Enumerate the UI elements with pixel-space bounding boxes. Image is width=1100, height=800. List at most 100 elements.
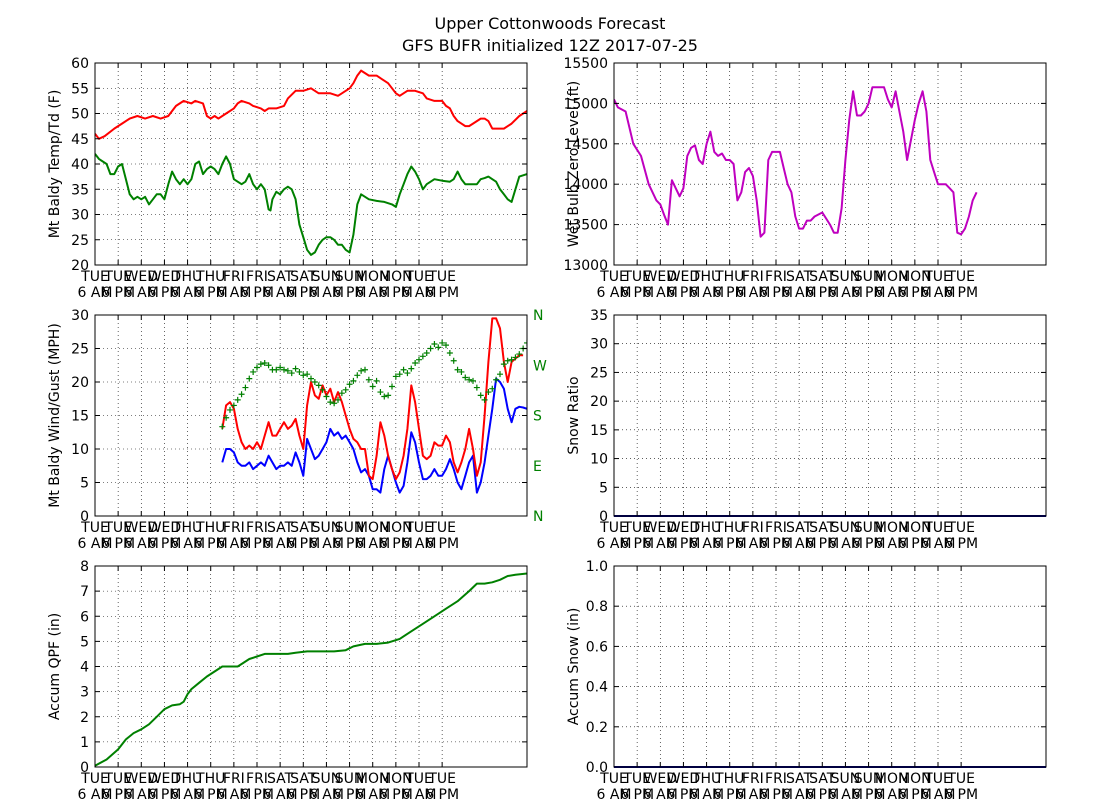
direction-marker [288, 370, 295, 377]
x-tick-label-time: 6 PM [286, 787, 320, 800]
x-tick-label-time: 6 PM [620, 285, 654, 301]
x-tick-label-day: SUN [831, 269, 861, 285]
x-tick-label-day: TUE [427, 520, 456, 536]
x-tick-label-time: 6 PM [194, 285, 228, 301]
y-axis-label: Wet Bulb Zero Level (ft) [566, 81, 582, 247]
x-tick-label-time: 6 AM [920, 285, 955, 301]
series-group [614, 86, 978, 238]
y-tick-label: 0.4 [586, 680, 608, 696]
series-dewpoint [95, 153, 527, 256]
direction-marker [497, 371, 503, 378]
y-tick-label: 7 [80, 584, 89, 600]
chart-subtitle: GFS BUFR initialized 12Z 2017-07-25 [402, 36, 698, 55]
series-direction [219, 339, 527, 430]
y-axis: 13000 13500 14000 14500 15000 15500 [563, 56, 1046, 274]
direction-marker [300, 372, 307, 379]
x-tick-label-day: SUN [831, 771, 861, 787]
y-tick-label: 1 [80, 735, 89, 751]
x-tick-label-time: 6 AM [874, 285, 909, 301]
direction-label: S [533, 409, 542, 425]
x-tick-label-day: SAT [786, 520, 813, 536]
right-axis: N E S W N [533, 308, 547, 525]
x-tick-label-day: SAT [809, 771, 836, 787]
x-tick-label-day: WED [148, 771, 181, 787]
direction-marker [277, 364, 284, 371]
x-tick-label-time: 6 PM [852, 787, 886, 800]
direction-marker [470, 377, 476, 384]
direction-marker [458, 368, 465, 375]
direction-marker [358, 367, 365, 374]
direction-marker [381, 393, 388, 400]
x-tick-label-time: 6 AM [643, 536, 678, 552]
series-group [95, 572, 527, 767]
x-tick-label-day: SAT [809, 520, 836, 536]
x-tick-label-day: SUN [854, 771, 884, 787]
x-tick-label-time: 6 PM [759, 285, 793, 301]
x-tick-label-day: THU [172, 269, 202, 285]
x-tick-label-day: SAT [267, 269, 294, 285]
x-tick-label-time: 6 PM [425, 787, 459, 800]
x-tick-label-time: 6 AM [643, 787, 678, 800]
x-tick-label-time: 6 AM [920, 787, 955, 800]
x-tick-label-day: TUE [946, 520, 975, 536]
x-tick-label-day: TUE [599, 771, 628, 787]
direction-label: N [533, 509, 543, 525]
direction-marker [396, 371, 403, 378]
x-tick-label-day: FRI [765, 269, 787, 285]
x-tick-label-time: 6 AM [216, 787, 251, 800]
direction-marker [504, 357, 511, 364]
direction-marker [273, 366, 280, 373]
x-tick-label-time: 6 PM [944, 787, 978, 800]
direction-marker [512, 354, 519, 361]
y-tick-label: 20 [590, 394, 608, 410]
y-tick-label: 15000 [563, 96, 608, 112]
x-tick-label-day: THU [714, 771, 744, 787]
panel-temp-dewpoint: 20 25 30 35 40 45 50 55 60 Mt Baldy Temp/Td (F) TU… [47, 56, 528, 301]
x-tick-label-time: 6 AM [309, 285, 344, 301]
y-tick-label: 5 [80, 634, 89, 650]
x-tick-label-time: 6 AM [401, 285, 436, 301]
y-tick-label: 30 [71, 208, 89, 224]
x-tick-label-time: 6 AM [828, 536, 863, 552]
x-tick-label-time: 6 PM [944, 536, 978, 552]
x-tick-label-day: FRI [246, 269, 268, 285]
x-tick-label-day: THU [172, 771, 202, 787]
x-tick-label-day: TUE [923, 520, 952, 536]
y-tick-label: 60 [71, 56, 89, 72]
x-tick-label-time: 6 AM [263, 536, 298, 552]
direction-label: N [533, 308, 543, 324]
y-axis-label: Mt Baldy Temp/Td (F) [47, 90, 63, 239]
y-tick-label: 0 [599, 509, 608, 525]
x-tick-label-day: WED [667, 269, 700, 285]
x-tick-label-day: TUE [622, 771, 651, 787]
x-tick-label-time: 6 PM [286, 536, 320, 552]
y-tick-label: 40 [71, 157, 89, 173]
x-tick-label-time: 6 AM [689, 536, 724, 552]
x-tick-label-day: SAT [290, 269, 317, 285]
x-tick-label-time: 6 PM [759, 787, 793, 800]
x-tick-label-time: 6 PM [713, 787, 747, 800]
x-tick-label-day: FRI [223, 269, 245, 285]
x-tick-label-time: 6 PM [379, 787, 413, 800]
y-tick-label: 0.8 [586, 599, 608, 615]
x-tick-label-day: MON [898, 520, 932, 536]
x-tick-label-time: 6 AM [263, 285, 298, 301]
x-tick-label-day: MON [875, 269, 909, 285]
x-tick-label-day: MON [875, 771, 909, 787]
y-axis-label: Accum QPF (in) [47, 613, 63, 720]
x-tick-label-time: 6 PM [194, 536, 228, 552]
y-axis: 0 1 2 3 4 5 6 7 8 [80, 559, 527, 776]
x-tick-label-time: 6 AM [401, 787, 436, 800]
x-tick-label-time: 6 AM [596, 536, 631, 552]
x-tick-label-time: 6 AM [77, 787, 112, 800]
x-tick-label-day: TUE [599, 269, 628, 285]
x-tick-label-time: 6 PM [852, 285, 886, 301]
x-tick-label-time: 6 AM [643, 285, 678, 301]
x-tick-label-time: 6 AM [735, 787, 770, 800]
x-tick-label-time: 6 AM [170, 536, 205, 552]
x-tick-label-time: 6 AM [689, 787, 724, 800]
direction-marker [377, 389, 384, 396]
